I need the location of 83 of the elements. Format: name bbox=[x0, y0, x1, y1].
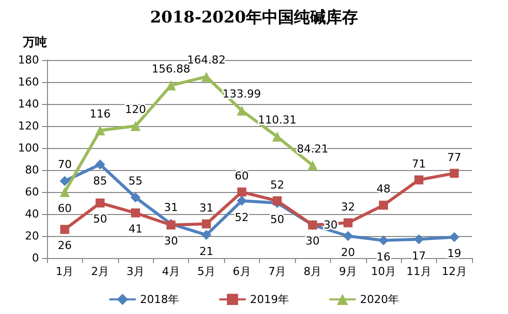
legend-label: 2018年 bbox=[140, 292, 180, 306]
data-label: 52 bbox=[234, 210, 249, 224]
y-tick-label: 100 bbox=[18, 142, 39, 154]
data-label: 31 bbox=[199, 201, 214, 214]
point bbox=[378, 235, 388, 246]
y-tick-label: 160 bbox=[18, 76, 39, 88]
data-label: 85 bbox=[93, 174, 108, 188]
data-label: 32 bbox=[341, 200, 356, 214]
data-label: 48 bbox=[376, 182, 390, 196]
point bbox=[414, 175, 424, 184]
data-label: 55 bbox=[128, 174, 143, 188]
data-label: 21 bbox=[199, 244, 214, 258]
x-tick-label: 11月 bbox=[406, 265, 432, 278]
data-label: 120 bbox=[125, 103, 146, 116]
data-label: 70 bbox=[58, 158, 72, 171]
data-label: 60 bbox=[58, 202, 72, 215]
data-label: 84.21 bbox=[296, 142, 328, 156]
point bbox=[449, 232, 460, 242]
y-tick-label: 180 bbox=[18, 54, 39, 66]
data-label: 17 bbox=[412, 249, 426, 262]
y-tick-label: 40 bbox=[25, 208, 39, 220]
point bbox=[60, 187, 70, 197]
data-label: 26 bbox=[58, 238, 72, 252]
data-label: 19 bbox=[447, 247, 462, 260]
data-label: 41 bbox=[128, 222, 143, 236]
y-tick-label: 80 bbox=[25, 164, 39, 176]
data-label: 77 bbox=[447, 150, 462, 164]
legend-label: 2020年 bbox=[360, 292, 399, 306]
point bbox=[272, 196, 282, 206]
data-label: 30 bbox=[306, 234, 320, 248]
point bbox=[166, 80, 176, 90]
point bbox=[131, 208, 140, 218]
point bbox=[130, 192, 141, 202]
x-tick-label: 10月 bbox=[370, 265, 396, 278]
data-label: 71 bbox=[412, 157, 426, 170]
x-tick-label: 4月 bbox=[162, 265, 180, 278]
point bbox=[450, 168, 459, 178]
y-tick-label: 120 bbox=[18, 120, 39, 132]
point bbox=[60, 176, 70, 186]
point bbox=[202, 219, 211, 228]
x-tick-label: 5月 bbox=[197, 265, 216, 278]
y-tick-label: 20 bbox=[25, 230, 39, 242]
point bbox=[237, 188, 246, 196]
point bbox=[378, 200, 388, 210]
point bbox=[343, 231, 354, 241]
point bbox=[201, 230, 212, 240]
point bbox=[96, 198, 105, 208]
data-label: 60 bbox=[234, 170, 249, 182]
point bbox=[414, 234, 424, 244]
y-tick-label: 140 bbox=[18, 98, 39, 110]
point bbox=[95, 125, 106, 136]
data-label: 20 bbox=[341, 246, 356, 259]
point bbox=[272, 132, 282, 142]
y-tick-label: 0 bbox=[32, 252, 39, 264]
data-label: 116 bbox=[90, 107, 111, 120]
legend-label: 2019年 bbox=[250, 292, 290, 306]
point bbox=[60, 224, 70, 234]
point bbox=[308, 160, 318, 170]
chart-title: 2018-2020年中国纯碱库存 bbox=[150, 8, 358, 26]
y-axis-title: 万吨 bbox=[22, 35, 47, 49]
y-tick-label: 60 bbox=[25, 186, 39, 198]
x-tick-label: 3月 bbox=[126, 265, 145, 278]
data-label: 50 bbox=[270, 213, 284, 226]
data-label: 50 bbox=[93, 212, 108, 226]
data-label: 110.31 bbox=[258, 114, 296, 127]
x-tick-label: 2月 bbox=[91, 265, 110, 278]
point bbox=[236, 196, 247, 206]
data-label: 31 bbox=[164, 200, 178, 214]
point bbox=[201, 72, 212, 82]
x-tick-label: 12月 bbox=[442, 265, 467, 278]
data-label: 52 bbox=[270, 178, 284, 192]
data-label: 156.88 bbox=[152, 62, 190, 76]
point bbox=[344, 218, 353, 228]
data-label: 16 bbox=[376, 250, 390, 264]
data-label: 30 bbox=[164, 234, 178, 248]
x-tick-label: 1月 bbox=[56, 265, 74, 278]
point bbox=[95, 160, 106, 170]
x-tick-label: 9月 bbox=[339, 265, 358, 278]
point bbox=[236, 106, 247, 116]
x-tick-label: 7月 bbox=[268, 265, 286, 278]
x-tick-label: 6月 bbox=[232, 265, 251, 278]
x-tick-label: 8月 bbox=[304, 265, 322, 278]
point bbox=[130, 121, 141, 131]
